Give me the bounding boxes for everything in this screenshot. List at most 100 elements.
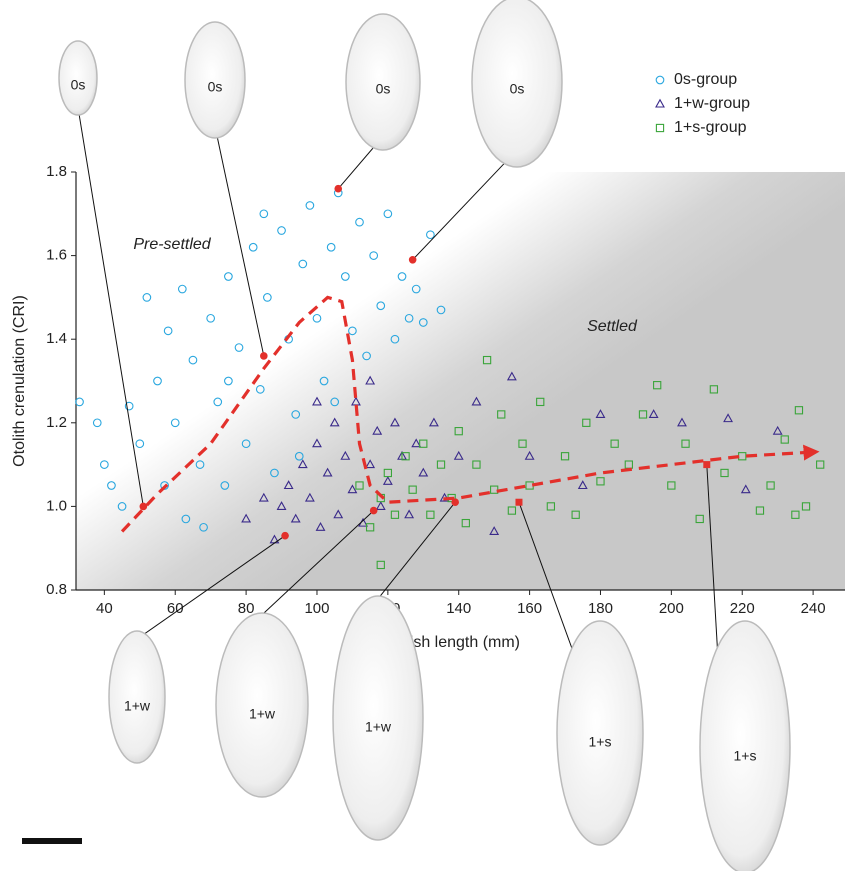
otolith-label: 1+s [734, 748, 757, 764]
data-point [383, 468, 393, 478]
y-tick-label: 1.2 [46, 414, 67, 431]
otolith-image [471, 0, 563, 168]
data-point [648, 409, 659, 418]
annotation: Pre-settled [133, 236, 211, 253]
data-point [571, 510, 580, 519]
data-point [312, 438, 322, 448]
data-point [507, 506, 517, 515]
data-point [365, 459, 376, 469]
data-point [390, 417, 400, 427]
data-point [312, 313, 322, 323]
x-tick-label: 160 [517, 600, 542, 617]
data-point [322, 467, 333, 477]
data-point [723, 413, 733, 423]
y-tick-label: 1.4 [46, 330, 67, 347]
data-point [454, 427, 463, 436]
data-point [577, 480, 588, 490]
data-point [333, 509, 344, 519]
data-point [546, 502, 556, 511]
data-point [153, 376, 162, 386]
connector [214, 126, 265, 357]
data-point [390, 510, 400, 519]
data-point [100, 460, 109, 469]
data-point [258, 492, 269, 502]
otolith-label: 0s [510, 81, 525, 97]
data-point [305, 201, 315, 210]
otolith-image [184, 21, 246, 139]
specimen-point [139, 502, 148, 511]
data-point [213, 397, 223, 407]
data-point [610, 439, 619, 448]
data-point [326, 242, 336, 252]
data-point [766, 481, 775, 490]
data-point [107, 481, 116, 490]
data-point [404, 313, 414, 323]
data-point [376, 301, 386, 311]
otolith-label: 1+w [365, 719, 392, 735]
data-point [259, 209, 269, 219]
data-point [482, 355, 492, 365]
data-point [92, 418, 102, 428]
x-tick-label: 60 [167, 600, 184, 617]
data-point [653, 381, 662, 390]
specimen-point [369, 506, 378, 515]
data-point [263, 293, 272, 302]
data-point [677, 417, 687, 427]
data-point [436, 305, 446, 315]
specimen-point [515, 498, 523, 506]
data-point [298, 259, 308, 269]
data-point [472, 460, 481, 469]
data-point [426, 230, 435, 240]
legend-label: 1+s-group [674, 119, 747, 136]
data-point [376, 560, 385, 570]
y-tick-label: 1.6 [46, 247, 67, 264]
data-point [489, 526, 500, 536]
otolith-image [699, 620, 791, 874]
data-point [426, 510, 435, 519]
data-point [372, 425, 383, 435]
data-point [312, 396, 322, 406]
otolith-label: 0s [71, 77, 86, 93]
data-point [816, 460, 825, 469]
plot-layer: 4060801001201401601802002202400.81.01.21… [46, 0, 845, 874]
data-point [524, 450, 535, 460]
specimen-point [451, 498, 459, 507]
y-tick-label: 0.8 [46, 581, 67, 598]
data-point [375, 501, 386, 510]
data-point [206, 313, 216, 323]
otolith-image [215, 612, 309, 798]
data-point [428, 417, 439, 427]
data-point [536, 397, 545, 407]
otolith-image [556, 620, 644, 846]
x-tick-label: 100 [304, 600, 329, 617]
data-point [277, 226, 286, 235]
data-point [163, 326, 173, 336]
data-point [241, 439, 251, 449]
plot-background [76, 172, 845, 590]
specimen-point [334, 184, 343, 193]
x-tick-label: 200 [659, 600, 684, 617]
data-point [351, 396, 361, 406]
otolith-label: 1+w [124, 698, 151, 714]
data-point [365, 523, 375, 532]
data-point [560, 452, 570, 461]
x-tick-label: 240 [801, 600, 826, 617]
data-point [362, 351, 371, 361]
data-point [667, 481, 676, 490]
data-point [755, 506, 765, 515]
data-point [383, 209, 393, 219]
otolith-image [332, 595, 424, 841]
data-point [270, 468, 279, 478]
data-point [794, 406, 804, 415]
data-point [740, 484, 751, 494]
data-point [177, 284, 187, 294]
y-tick-label: 1.8 [46, 163, 67, 180]
connector [77, 107, 144, 507]
data-point [188, 355, 198, 365]
data-point [638, 410, 648, 419]
data-point [453, 450, 464, 460]
x-tick-label: 40 [96, 600, 113, 617]
data-point [595, 409, 606, 418]
x-tick-label: 180 [588, 600, 613, 617]
data-point [315, 521, 326, 531]
